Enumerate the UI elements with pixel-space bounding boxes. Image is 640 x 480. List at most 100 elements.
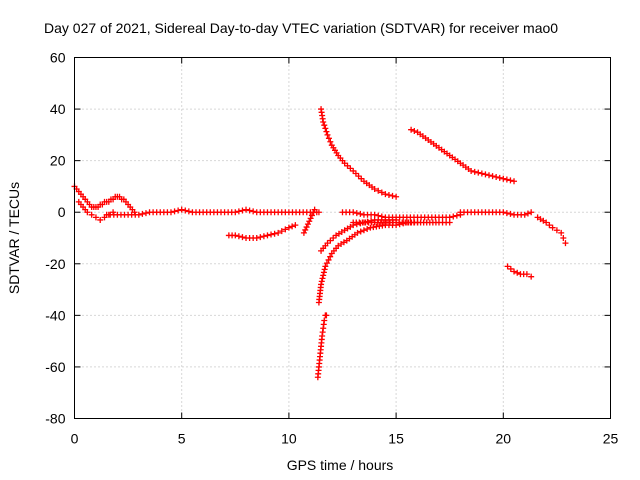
x-tick-label: 20 [496,431,512,447]
data-point [92,214,99,221]
data-point [468,167,475,174]
data-point [321,317,328,324]
y-tick-label: -80 [45,411,65,427]
series-small-points [300,206,322,236]
data-point [524,210,531,217]
data-point [318,278,325,285]
y-tick-label: -20 [45,256,65,272]
data-point [320,272,327,279]
data-point [528,209,535,216]
data-point [311,206,318,213]
data-point [507,177,514,184]
data-point [302,226,309,233]
data-point [493,173,500,180]
series-recovery-arc [315,219,421,306]
data-point [268,231,275,238]
data-point [135,211,142,218]
data-point [521,211,528,218]
data-point [260,233,267,240]
data-point [307,215,314,222]
data-point [560,235,567,241]
series-morning-negative [225,222,299,241]
data-point [308,212,315,219]
data-point [489,173,496,180]
series-descending-arc [318,106,400,200]
x-tick-label: 0 [71,431,79,447]
data-point [322,125,329,132]
data-point [315,209,322,216]
data-point [323,312,330,319]
data-point [471,168,478,175]
series-band-lower [350,219,453,226]
data-point [325,135,332,142]
data-point [327,253,334,260]
data-point [235,233,242,240]
data-point [320,118,327,125]
data-point [503,176,510,183]
data-point [378,189,385,196]
data-point [553,227,560,234]
data-point [446,219,453,226]
data-point [322,263,329,270]
data-point [371,211,378,218]
y-tick-label: 0 [58,204,66,220]
data-point [350,209,357,216]
data-point [271,230,278,237]
x-tick-label: 25 [603,431,619,447]
data-point [243,206,250,213]
series-baseline-evening [457,209,535,218]
y-tick-label: 60 [50,50,66,66]
data-point [239,207,246,214]
data-point [321,266,328,273]
data-point [171,208,178,215]
data-point [278,228,285,235]
data-point [357,210,364,217]
data-point [175,207,182,214]
data-point [558,229,565,236]
data-point [88,211,95,218]
axis-ticks [74,57,611,419]
data-point [303,224,310,231]
data-point [378,213,385,220]
data-point [325,256,332,263]
data-point [504,263,511,270]
data-point [319,275,326,282]
series-late-hours [534,214,569,247]
chart-title: Day 027 of 2021, Sidereal Day-to-day VTE… [44,20,558,36]
data-point [393,193,400,200]
data-point [478,170,485,177]
data-point [375,187,382,194]
data-point [511,178,518,185]
data-marks [71,106,569,381]
series-upper-arc [408,126,518,185]
data-point [300,229,307,236]
data-point [246,207,253,214]
data-point [496,174,503,181]
data-point [528,273,535,280]
x-tick-label: 10 [281,431,297,447]
data-point [232,232,239,239]
data-point [507,265,514,272]
x-axis-label: GPS time / hours [287,457,394,473]
data-point [292,222,299,229]
data-point [503,210,510,217]
data-point [253,235,260,241]
data-point [562,240,569,247]
data-point [282,226,289,233]
data-point [306,218,313,225]
series-steep-drop [314,312,330,381]
data-point [142,210,149,217]
data-point [446,214,453,221]
data-point [453,212,460,219]
y-tick-label: -60 [45,359,65,375]
series-band-upper [339,209,464,221]
data-point [511,268,518,275]
x-tick-label: 5 [178,431,186,447]
data-point [84,209,91,216]
data-point [139,210,146,217]
data-point [321,122,328,129]
data-point [546,222,553,229]
data-point [310,209,317,216]
data-point [500,175,507,182]
